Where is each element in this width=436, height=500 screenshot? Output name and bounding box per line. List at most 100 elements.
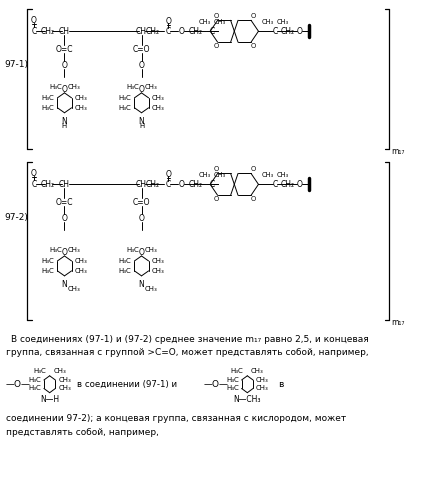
Text: C: C bbox=[166, 26, 171, 36]
Text: CH₃: CH₃ bbox=[251, 368, 264, 374]
Text: O: O bbox=[61, 85, 68, 94]
Text: O: O bbox=[61, 248, 68, 257]
Text: O=C: O=C bbox=[56, 44, 73, 54]
Text: CH₃: CH₃ bbox=[152, 258, 164, 264]
Text: CH₂: CH₂ bbox=[188, 26, 202, 36]
Text: 97-2): 97-2) bbox=[4, 212, 28, 222]
Text: O=C: O=C bbox=[56, 198, 73, 207]
Text: CH₃: CH₃ bbox=[75, 258, 87, 264]
Text: O: O bbox=[166, 170, 171, 179]
Text: O: O bbox=[139, 248, 144, 257]
Text: O: O bbox=[139, 60, 144, 70]
Text: В соединениях (97-1) и (97-2) среднее значение m₁₇ равно 2,5, и концевая: В соединениях (97-1) и (97-2) среднее зн… bbox=[10, 334, 368, 344]
Text: O: O bbox=[178, 180, 184, 189]
Text: N—CH₃: N—CH₃ bbox=[234, 394, 261, 404]
Text: O: O bbox=[178, 26, 184, 36]
Text: H₃C: H₃C bbox=[226, 378, 239, 384]
Text: C: C bbox=[272, 26, 278, 36]
Text: C=O: C=O bbox=[133, 198, 150, 207]
Text: CH₃: CH₃ bbox=[213, 20, 225, 26]
Text: O: O bbox=[296, 26, 302, 36]
Text: C=O: C=O bbox=[133, 44, 150, 54]
Text: H₃C: H₃C bbox=[231, 368, 244, 374]
Text: CH: CH bbox=[136, 180, 147, 189]
Text: O: O bbox=[139, 214, 144, 222]
Text: N: N bbox=[139, 280, 144, 289]
Text: O: O bbox=[296, 180, 302, 189]
Text: m₁₇: m₁₇ bbox=[391, 146, 405, 156]
Text: CH₃: CH₃ bbox=[276, 172, 289, 178]
Text: C: C bbox=[31, 26, 37, 36]
Text: O: O bbox=[213, 43, 218, 49]
Text: H₃C: H₃C bbox=[28, 378, 41, 384]
Text: H₃C: H₃C bbox=[119, 268, 132, 274]
Text: CH₂: CH₂ bbox=[280, 180, 294, 189]
Text: CH₃: CH₃ bbox=[58, 378, 71, 384]
Text: H₃C: H₃C bbox=[119, 95, 132, 101]
Text: CH₂: CH₂ bbox=[146, 180, 160, 189]
Text: O: O bbox=[213, 14, 218, 20]
Text: CH₃: CH₃ bbox=[58, 385, 71, 391]
Text: H₃C: H₃C bbox=[42, 105, 54, 111]
Text: CH: CH bbox=[59, 180, 70, 189]
Text: в соединении (97-1) и: в соединении (97-1) и bbox=[78, 380, 177, 389]
Text: CH₃: CH₃ bbox=[198, 20, 211, 26]
Text: —O—: —O— bbox=[204, 380, 229, 389]
Text: O: O bbox=[250, 166, 255, 172]
Text: CH₃: CH₃ bbox=[75, 105, 87, 111]
Text: CH₃: CH₃ bbox=[276, 20, 289, 26]
Text: CH₃: CH₃ bbox=[67, 84, 80, 90]
Text: O: O bbox=[31, 169, 37, 178]
Text: C: C bbox=[31, 180, 37, 189]
Text: CH₃: CH₃ bbox=[67, 286, 80, 292]
Text: CH₃: CH₃ bbox=[144, 247, 157, 253]
Text: H₃C: H₃C bbox=[49, 84, 62, 90]
Text: CH₃: CH₃ bbox=[198, 172, 211, 178]
Text: O: O bbox=[213, 166, 218, 172]
Text: CH₃: CH₃ bbox=[67, 247, 80, 253]
Text: H₃C: H₃C bbox=[42, 95, 54, 101]
Text: CH₃: CH₃ bbox=[75, 95, 87, 101]
Text: H₃C: H₃C bbox=[49, 247, 62, 253]
Text: CH₂: CH₂ bbox=[41, 180, 55, 189]
Text: CH₂: CH₂ bbox=[41, 26, 55, 36]
Text: O: O bbox=[31, 16, 37, 25]
Text: m₁₇: m₁₇ bbox=[391, 318, 405, 326]
Text: O: O bbox=[61, 60, 68, 70]
Text: CH₃: CH₃ bbox=[144, 286, 157, 292]
Text: N—H: N—H bbox=[40, 394, 59, 404]
Text: H₃C: H₃C bbox=[119, 105, 132, 111]
Text: H₃C: H₃C bbox=[119, 258, 132, 264]
Text: группа, связанная с группой >C=O, может представлять собой, например,: группа, связанная с группой >C=O, может … bbox=[6, 348, 369, 358]
Text: H₃C: H₃C bbox=[42, 268, 54, 274]
Text: O: O bbox=[61, 214, 68, 222]
Text: представлять собой, например,: представлять собой, например, bbox=[6, 428, 159, 437]
Text: N: N bbox=[139, 116, 144, 126]
Text: H₃C: H₃C bbox=[42, 258, 54, 264]
Text: CH₂: CH₂ bbox=[146, 26, 160, 36]
Text: H₃C: H₃C bbox=[126, 84, 139, 90]
Text: C: C bbox=[209, 26, 215, 36]
Text: H₃C: H₃C bbox=[126, 247, 139, 253]
Text: N: N bbox=[61, 116, 68, 126]
Text: C: C bbox=[166, 180, 171, 189]
Text: CH₃: CH₃ bbox=[262, 20, 274, 26]
Text: CH₃: CH₃ bbox=[75, 268, 87, 274]
Text: N: N bbox=[61, 280, 68, 289]
Text: CH₂: CH₂ bbox=[188, 180, 202, 189]
Text: H: H bbox=[139, 122, 144, 128]
Text: CH₃: CH₃ bbox=[152, 105, 164, 111]
Text: CH₃: CH₃ bbox=[256, 378, 269, 384]
Text: CH: CH bbox=[59, 26, 70, 36]
Text: O: O bbox=[213, 196, 218, 202]
Text: O: O bbox=[139, 85, 144, 94]
Text: C: C bbox=[272, 180, 278, 189]
Text: в: в bbox=[278, 380, 283, 389]
Text: CH₃: CH₃ bbox=[53, 368, 66, 374]
Text: H₃C: H₃C bbox=[226, 385, 239, 391]
Text: H₃C: H₃C bbox=[28, 385, 41, 391]
Text: CH₃: CH₃ bbox=[256, 385, 269, 391]
Text: O: O bbox=[250, 14, 255, 20]
Text: CH₃: CH₃ bbox=[152, 95, 164, 101]
Text: H: H bbox=[62, 122, 67, 128]
